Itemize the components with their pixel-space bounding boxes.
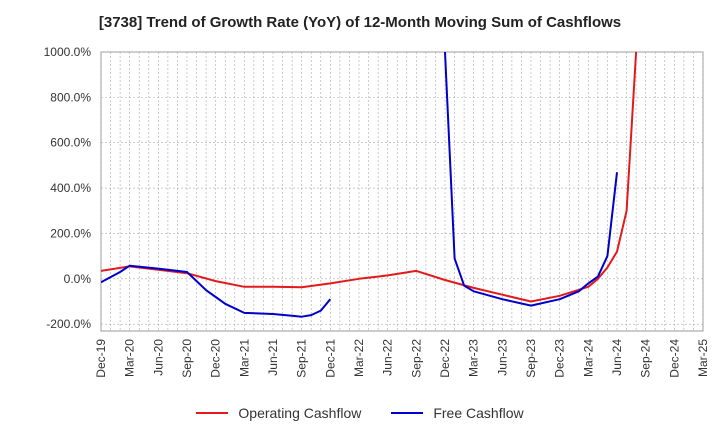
x-tick-label: Mar-21 <box>237 339 251 377</box>
legend-item-operating-cashflow: Operating Cashflow <box>196 405 361 421</box>
x-tick-label: Mar-24 <box>581 339 595 377</box>
series-line-free-cashflow <box>444 52 618 307</box>
x-tick-label: Sep-23 <box>524 339 538 378</box>
legend-label-operating-cashflow: Operating Cashflow <box>238 405 362 421</box>
y-tick-label: 800.0% <box>50 90 91 104</box>
series-line-operating-cashflow <box>101 52 638 303</box>
x-tick-label: Jun-24 <box>610 339 624 376</box>
x-tick-label: Jun-20 <box>151 339 165 376</box>
x-tick-label: Mar-25 <box>696 339 710 377</box>
y-tick-label: 0.0% <box>64 272 92 286</box>
series-line-free-cashflow <box>101 264 332 318</box>
x-tick-label: Jun-22 <box>381 339 395 376</box>
x-tick-label: Sep-24 <box>639 339 653 378</box>
y-tick-label: 200.0% <box>50 226 91 240</box>
legend-swatch-operating-cashflow <box>196 412 229 414</box>
y-tick-label: 1000.0% <box>44 45 92 59</box>
y-tick-label: -200.0% <box>46 317 91 331</box>
y-tick-label: 400.0% <box>50 181 91 195</box>
legend: Operating Cashflow Free Cashflow <box>0 405 720 421</box>
x-tick-label: Jun-21 <box>266 339 280 376</box>
legend-label-free-cashflow: Free Cashflow <box>433 405 524 421</box>
x-tick-label: Sep-21 <box>295 339 309 378</box>
x-tick-label: Sep-20 <box>180 339 194 378</box>
y-tick-label: 600.0% <box>50 136 91 150</box>
plot-area <box>100 51 704 332</box>
x-tick-label: Mar-20 <box>123 339 137 377</box>
x-tick-label: Dec-21 <box>323 339 337 378</box>
x-tick-label: Sep-22 <box>409 339 423 378</box>
x-tick-label: Dec-20 <box>209 339 223 378</box>
x-tick-label: Dec-22 <box>438 339 452 378</box>
legend-item-free-cashflow: Free Cashflow <box>391 405 524 421</box>
x-tick-label: Mar-23 <box>467 339 481 377</box>
x-tick-label: Jun-23 <box>495 339 509 376</box>
x-tick-label: Dec-24 <box>667 339 681 378</box>
x-tick-label: Mar-22 <box>352 339 366 377</box>
x-tick-label: Dec-23 <box>553 339 567 378</box>
legend-swatch-free-cashflow <box>391 412 424 414</box>
chart-title: [3738] Trend of Growth Rate (YoY) of 12-… <box>98 14 622 31</box>
x-tick-label: Dec-19 <box>94 339 108 378</box>
